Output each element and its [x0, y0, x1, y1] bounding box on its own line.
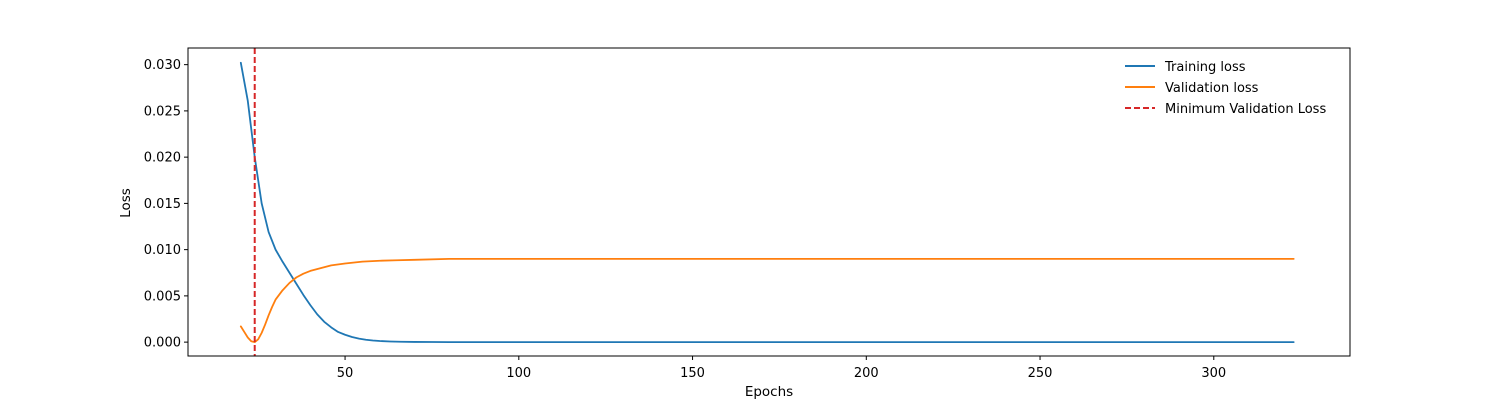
plot-area — [239, 48, 1295, 356]
x-tick-label: 100 — [506, 366, 531, 381]
y-tick-label: 0.030 — [144, 58, 181, 73]
y-tick-label: 0.010 — [144, 243, 181, 258]
x-tick-label: 150 — [680, 366, 705, 381]
x-axis-label: Epochs — [745, 384, 793, 400]
y-tick-label: 0.025 — [144, 104, 181, 119]
y-tick-label: 0.020 — [144, 151, 181, 166]
plot-background — [188, 48, 1350, 356]
legend-label-training: Training loss — [1164, 60, 1246, 75]
x-tick-label: 300 — [1201, 366, 1226, 381]
legend: Training loss Validation loss Minimum Va… — [1125, 60, 1326, 117]
x-tick-label: 50 — [337, 366, 354, 381]
series-lines — [239, 61, 1295, 344]
legend-label-min-val: Minimum Validation Loss — [1165, 102, 1326, 117]
series-line-validation — [239, 257, 1295, 344]
y-axis-label: Loss — [118, 188, 134, 218]
y-tick-label: 0.000 — [144, 336, 181, 351]
legend-label-validation: Validation loss — [1165, 81, 1259, 96]
y-tick-label: 0.005 — [144, 289, 181, 304]
x-tick-label: 200 — [854, 366, 879, 381]
x-tick-label: 250 — [1028, 366, 1053, 381]
y-axis-ticks: 0.000 0.005 0.010 0.015 0.020 0.025 0.030 — [144, 58, 188, 351]
series-line-training — [239, 61, 1295, 344]
x-axis-ticks: 50 100 150 200 250 300 — [337, 356, 1226, 381]
plot-frame — [187, 47, 1351, 357]
y-tick-label: 0.015 — [144, 197, 181, 212]
